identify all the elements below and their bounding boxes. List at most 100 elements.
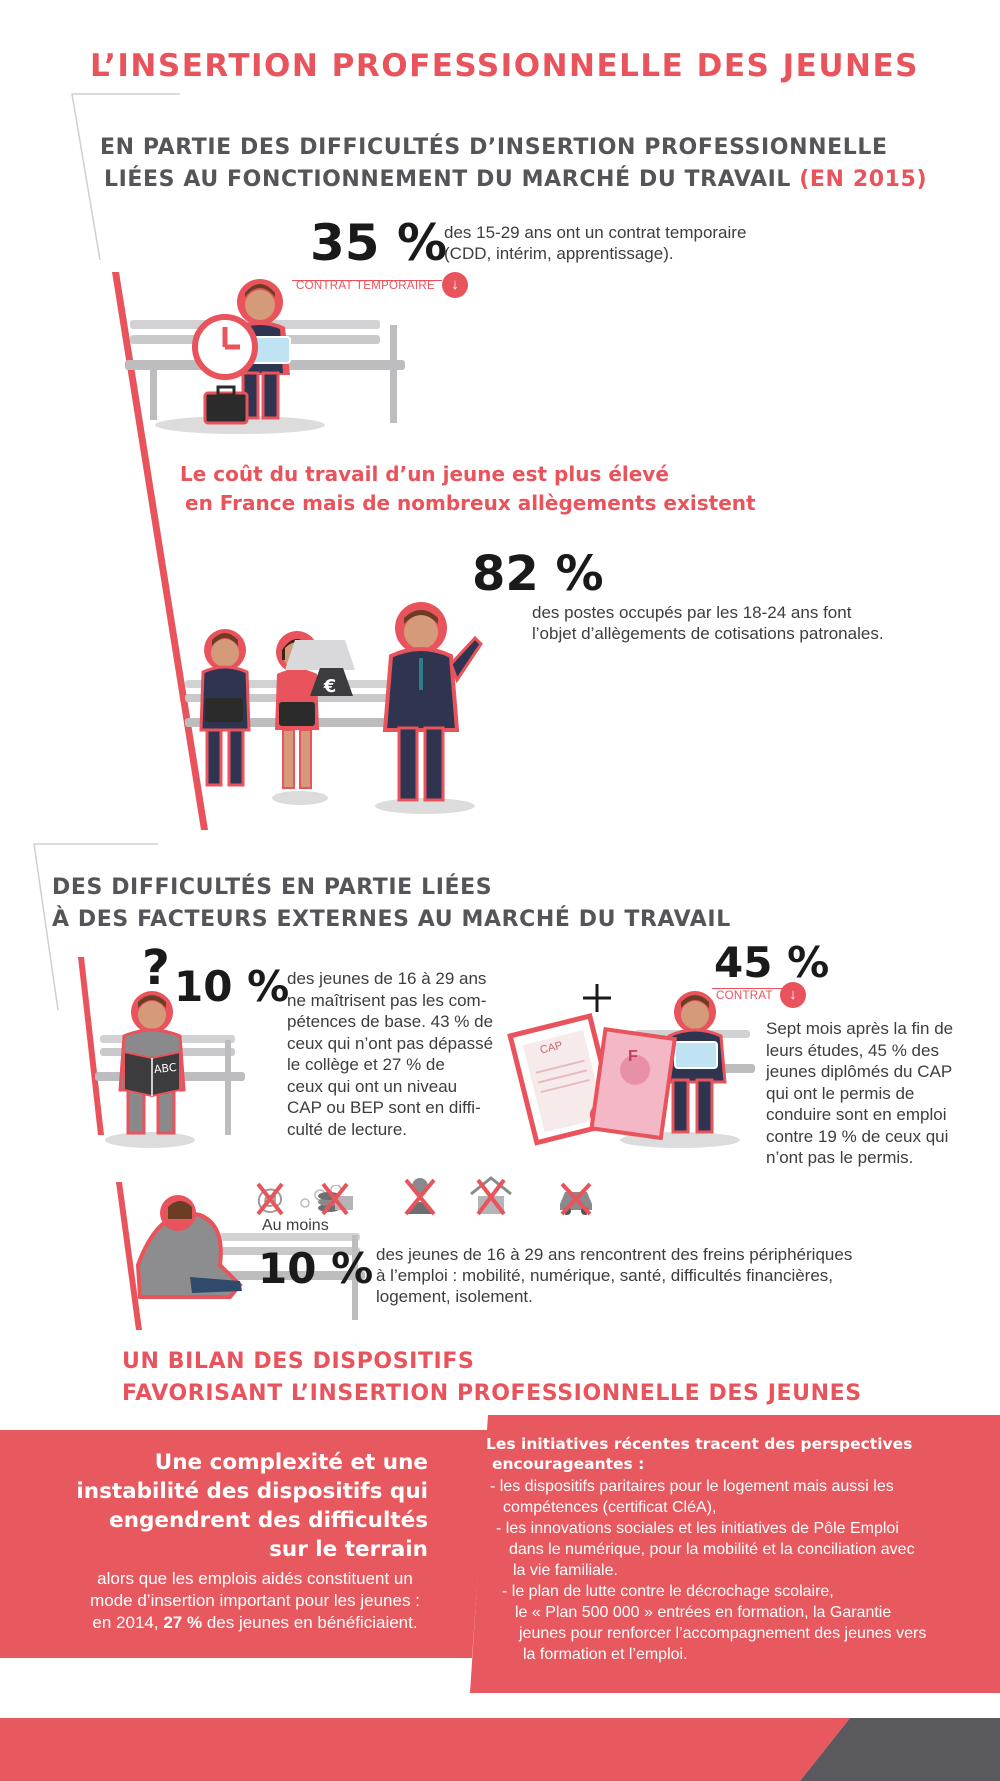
stat2-text: des postes occupés par les 18-24 ans fon… xyxy=(532,602,884,644)
section1-heading-line2: LIÉES AU FONCTIONNEMENT DU MARCHÉ DU TRA… xyxy=(100,164,927,196)
section2-heading-line2: À DES FACTEURS EXTERNES AU MARCHÉ DU TRA… xyxy=(52,907,731,932)
stat4-line: qui ont le permis de xyxy=(766,1083,915,1103)
list-item-line: - les innovations sociales et les initia… xyxy=(496,1520,899,1537)
diploma-scene xyxy=(507,984,755,1148)
stat4-line: Sept mois après la fin de xyxy=(766,1019,954,1038)
stat5-prefix: Au moins xyxy=(262,1217,329,1234)
stat3-text: des jeunes de 16 à 29 ans ne maîtrisent … xyxy=(287,968,493,1140)
stat1-line2: (CDD, intérim, apprentissage). xyxy=(444,244,674,263)
stat4-tag: CONTRAT xyxy=(716,990,773,1002)
initiatives-list: - les dispositifs paritaires pour le log… xyxy=(490,1476,926,1665)
section2-heading: DES DIFFICULTÉS EN PARTIE LIÉES À DES FA… xyxy=(52,872,731,936)
frame-line xyxy=(71,93,180,261)
stat1-text: des 15-29 ans ont un contrat temporaire … xyxy=(444,222,746,264)
permit-letter: F xyxy=(628,1048,638,1065)
right-intro-line2: encourageantes : xyxy=(492,1455,645,1473)
list-item-line: la vie familiale. xyxy=(513,1562,618,1579)
reading-scene xyxy=(95,991,245,1148)
stat3-line: le collège et 27 % de xyxy=(287,1055,445,1074)
list-item-line: compétences (certificat CléA), xyxy=(503,1499,717,1516)
list-item: - les innovations sociales et les initia… xyxy=(490,1518,926,1581)
left-title-line: Une complexité et une xyxy=(154,1450,428,1475)
subheading-line1: Le coût du travail d’un jeune est plus é… xyxy=(180,462,669,486)
stat1-value: 35 % xyxy=(310,214,448,272)
section3-heading-line1: UN BILAN DES DISPOSITIFS xyxy=(122,1349,475,1374)
list-item-line: jeunes pour renforcer l’accompagnement d… xyxy=(519,1625,927,1642)
section1-heading-year: (EN 2015) xyxy=(799,167,928,192)
stat2-value: 82 % xyxy=(472,546,604,602)
download-icon: ↓ xyxy=(780,982,806,1008)
red-slant-bar-2 xyxy=(78,957,104,1135)
bench-scene-1 xyxy=(125,279,405,434)
stat5-text: des jeunes de 16 à 29 ans rencontrent de… xyxy=(376,1244,852,1307)
stat5-line3: logement, isolement. xyxy=(376,1287,533,1306)
stat2-line1: des postes occupés par les 18-24 ans fon… xyxy=(532,603,852,622)
left-body-line3: en 2014, 27 % des jeunes en bénéficiaien… xyxy=(60,1612,450,1634)
left-body-line1: alors que les emplois aidés constituent … xyxy=(97,1569,413,1588)
left-panel-body: alors que les emplois aidés constituent … xyxy=(60,1568,450,1634)
stat4-line: n’ont pas le permis. xyxy=(766,1148,914,1167)
subheading-line2: en France mais de nombreux allègements e… xyxy=(185,491,756,515)
health-crossed-icon xyxy=(400,1174,440,1216)
left-body-post: des jeunes en bénéficiaient. xyxy=(206,1613,418,1632)
footer-band xyxy=(0,1718,1000,1781)
driving-permit-icon xyxy=(589,1027,678,1141)
section1-subheading: Le coût du travail d’un jeune est plus é… xyxy=(180,460,756,518)
left-title-line: sur le terrain xyxy=(269,1537,428,1562)
house-crossed-icon xyxy=(468,1174,514,1216)
section3-heading-line2: FAVORISANT L’INSERTION PROFESSIONNELLE D… xyxy=(122,1381,862,1406)
stat4-line: contre 19 % de ceux qui xyxy=(766,1126,949,1146)
left-body-pre: en 2014, xyxy=(92,1613,159,1632)
euro-weight-icon: € xyxy=(285,640,355,697)
stat4-line: conduire sont en emploi xyxy=(766,1105,947,1124)
stat3-line: ne maîtrisent pas les com- xyxy=(287,990,487,1010)
stat4-line: leurs études, 45 % des xyxy=(766,1040,939,1060)
stat3-line: CAP ou BEP sont en diffi- xyxy=(287,1098,481,1117)
right-panel-bg xyxy=(470,1415,1000,1693)
stat4-text: Sept mois après la fin de leurs études, … xyxy=(766,1018,953,1169)
question-mark-icon: ? xyxy=(142,940,170,996)
list-item: - les dispositifs paritaires pour le log… xyxy=(490,1476,926,1518)
at-sign-crossed-icon: @ xyxy=(252,1180,288,1216)
stat3-line: ceux qui n’ont pas dépassé xyxy=(287,1033,494,1053)
stat2-line2: l’objet d’allègements de cotisations pat… xyxy=(532,624,884,643)
stat1-line1: des 15-29 ans ont un contrat temporaire xyxy=(444,223,747,242)
plus-icon xyxy=(583,984,611,1012)
stat4-line: jeunes diplômés du CAP xyxy=(766,1062,953,1081)
frame-line-2 xyxy=(33,843,158,1011)
stat3-line: pétences de base. 43 % de xyxy=(287,1012,494,1031)
money-crossed-icon xyxy=(315,1180,355,1216)
bench-scene-2: € xyxy=(185,602,483,814)
stat4-tag-line xyxy=(712,988,792,989)
left-title-line: instabilité des dispositifs qui xyxy=(76,1479,428,1504)
clock-icon xyxy=(192,314,258,380)
stat3-value: 10 % xyxy=(174,962,290,1011)
left-panel-bg xyxy=(0,1430,488,1658)
car-crossed-icon xyxy=(556,1180,596,1216)
section1-heading-line1: EN PARTIE DES DIFFICULTÉS D’INSERTION PR… xyxy=(100,135,888,160)
download-icon: ↓ xyxy=(442,272,468,298)
book-icon xyxy=(123,1050,181,1098)
list-item-line: le « Plan 500 000 » entrées en formation… xyxy=(515,1604,892,1621)
sitting-scene xyxy=(135,1185,365,1320)
right-panel-intro: Les initiatives récentes tracent des per… xyxy=(486,1434,912,1474)
left-body-bold: 27 % xyxy=(163,1613,203,1632)
stat3-line: ceux qui ont un niveau xyxy=(287,1076,458,1096)
stat3-line: culté de lecture. xyxy=(287,1119,408,1139)
stat5-line2: à l’emploi : mobilité, numérique, santé,… xyxy=(376,1266,834,1285)
certificate-icon xyxy=(507,1013,620,1146)
stat4-value: 45 % xyxy=(714,938,830,987)
section3-heading: UN BILAN DES DISPOSITIFS FAVORISANT L’IN… xyxy=(122,1346,862,1410)
page-title: L’INSERTION PROFESSIONNELLE DES JEUNES xyxy=(90,48,919,84)
left-title-line: engendrent des difficultés xyxy=(109,1508,428,1533)
right-intro-line1: Les initiatives récentes tracent des per… xyxy=(486,1435,913,1453)
list-item-line: la formation et l’emploi. xyxy=(523,1646,688,1663)
stat5-line1: des jeunes de 16 à 29 ans rencontrent de… xyxy=(376,1245,853,1264)
book-label: ABC xyxy=(153,1060,178,1077)
section2-heading-line1: DES DIFFICULTÉS EN PARTIE LIÉES xyxy=(52,875,493,900)
red-slant-bar xyxy=(112,272,208,830)
section1-heading-text: LIÉES AU FONCTIONNEMENT DU MARCHÉ DU TRA… xyxy=(104,167,791,192)
section1-heading: EN PARTIE DES DIFFICULTÉS D’INSERTION PR… xyxy=(100,132,927,196)
stat5-value: 10 % xyxy=(258,1244,374,1293)
svg-text:€: € xyxy=(323,676,337,697)
